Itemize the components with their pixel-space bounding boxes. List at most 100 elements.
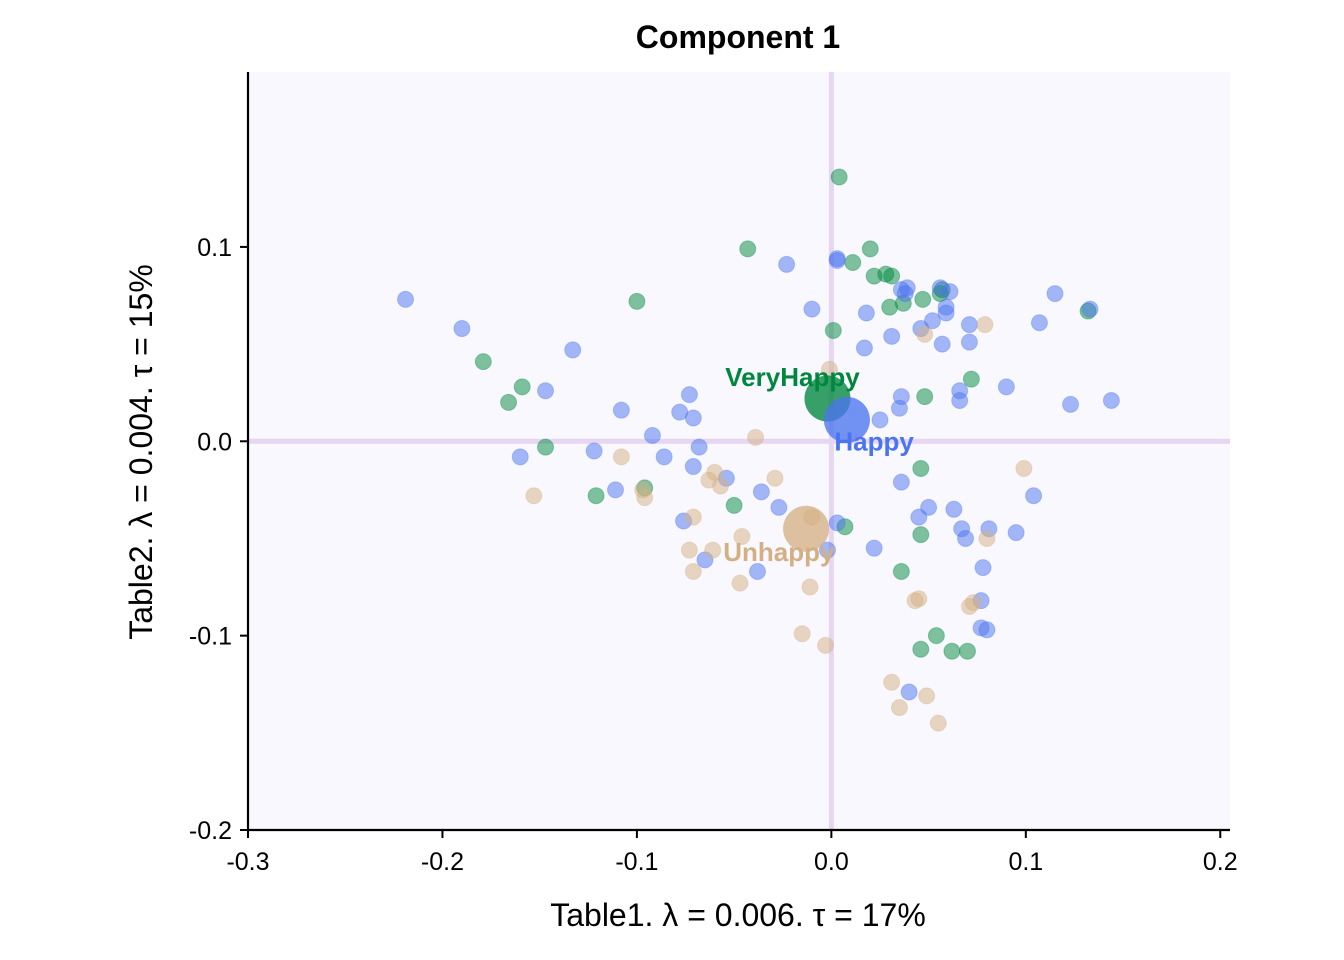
data-point xyxy=(585,442,603,460)
data-point xyxy=(803,300,821,318)
data-point xyxy=(500,393,518,411)
y-tick-label: 0.1 xyxy=(197,234,232,262)
data-point xyxy=(941,283,959,301)
data-point xyxy=(828,252,846,270)
data-point xyxy=(997,378,1015,396)
series-unhappy xyxy=(525,316,1033,732)
data-point xyxy=(960,597,978,615)
data-point xyxy=(976,316,994,334)
data-point xyxy=(912,640,930,658)
data-point xyxy=(824,321,842,339)
data-point xyxy=(1046,285,1064,303)
data-point xyxy=(914,290,932,308)
data-points xyxy=(397,168,1120,732)
data-point xyxy=(817,636,835,654)
data-point xyxy=(684,409,702,427)
data-point xyxy=(890,699,908,717)
data-point xyxy=(883,673,901,691)
y-tick-label: -0.1 xyxy=(189,623,232,651)
data-point xyxy=(511,448,529,466)
centroid-label-happy: Happy xyxy=(834,426,914,456)
data-point xyxy=(612,401,630,419)
data-point xyxy=(739,240,757,258)
data-point xyxy=(766,469,784,487)
x-tick-label: 0.1 xyxy=(1008,848,1043,876)
data-point xyxy=(844,253,862,271)
data-point xyxy=(951,391,969,409)
data-point xyxy=(945,500,963,518)
data-point xyxy=(801,578,819,596)
data-point xyxy=(1025,487,1043,505)
y-axis-label: Table2. λ = 0.004. τ = 15% xyxy=(123,264,159,640)
data-point xyxy=(943,642,961,660)
x-axis-label: Table1. λ = 0.006. τ = 17% xyxy=(550,897,926,933)
category-centroids: VeryHappy Happy Unhappy xyxy=(723,362,914,567)
centroid-happy xyxy=(823,396,870,443)
data-point xyxy=(978,529,996,547)
data-point xyxy=(883,267,901,285)
data-point xyxy=(855,339,873,357)
data-point xyxy=(655,448,673,466)
data-point xyxy=(818,541,836,559)
data-point xyxy=(974,559,992,577)
data-point xyxy=(923,312,941,330)
data-point xyxy=(684,563,702,581)
data-point xyxy=(1081,300,1099,318)
axes: -0.3 -0.2 -0.1 0.0 0.1 0.2 -0.2 -0.1 0.0 0.1 xyxy=(189,72,1238,876)
data-point xyxy=(643,426,661,444)
data-point xyxy=(612,448,630,466)
data-point xyxy=(1007,524,1025,542)
x-tick-label: 0.0 xyxy=(814,848,849,876)
data-point xyxy=(957,529,975,547)
series-happy xyxy=(397,250,1120,701)
data-point xyxy=(525,487,543,505)
data-point xyxy=(978,621,996,639)
data-point xyxy=(960,316,978,334)
data-point xyxy=(680,386,698,404)
data-point xyxy=(933,335,951,353)
data-point xyxy=(793,625,811,643)
data-point xyxy=(1102,391,1120,409)
data-point xyxy=(733,528,751,546)
y-tick-label: -0.2 xyxy=(189,817,232,845)
data-point xyxy=(962,370,980,388)
data-point xyxy=(892,473,910,491)
data-point xyxy=(861,240,879,258)
data-point xyxy=(704,541,722,559)
chart-title: Component 1 xyxy=(636,19,840,55)
data-point xyxy=(883,327,901,345)
data-point xyxy=(892,563,910,581)
data-point xyxy=(830,168,848,186)
x-tick-label: 0.2 xyxy=(1203,848,1238,876)
data-point xyxy=(912,526,930,544)
data-point xyxy=(680,541,698,559)
data-point xyxy=(920,498,938,516)
data-point xyxy=(770,498,788,516)
data-point xyxy=(960,333,978,351)
data-point xyxy=(896,285,914,303)
data-point xyxy=(1030,314,1048,332)
data-point xyxy=(929,714,947,732)
data-point xyxy=(537,438,555,456)
x-tick-label: -0.1 xyxy=(615,848,658,876)
data-point xyxy=(1062,395,1080,413)
data-point xyxy=(453,320,471,338)
data-point xyxy=(587,487,605,505)
data-point xyxy=(690,438,708,456)
data-point xyxy=(537,382,555,400)
data-point xyxy=(900,683,918,701)
data-point xyxy=(564,341,582,359)
data-point xyxy=(937,304,955,322)
data-point xyxy=(958,642,976,660)
data-point xyxy=(513,378,531,396)
data-point xyxy=(628,292,646,310)
plot-panel-background xyxy=(248,72,1230,830)
reference-lines xyxy=(248,72,1230,830)
data-point xyxy=(752,483,770,501)
data-point xyxy=(910,508,928,526)
data-point xyxy=(912,459,930,477)
data-point xyxy=(865,539,883,557)
centroid-label-veryhappy: VeryHappy xyxy=(725,362,860,392)
data-point xyxy=(857,304,875,322)
